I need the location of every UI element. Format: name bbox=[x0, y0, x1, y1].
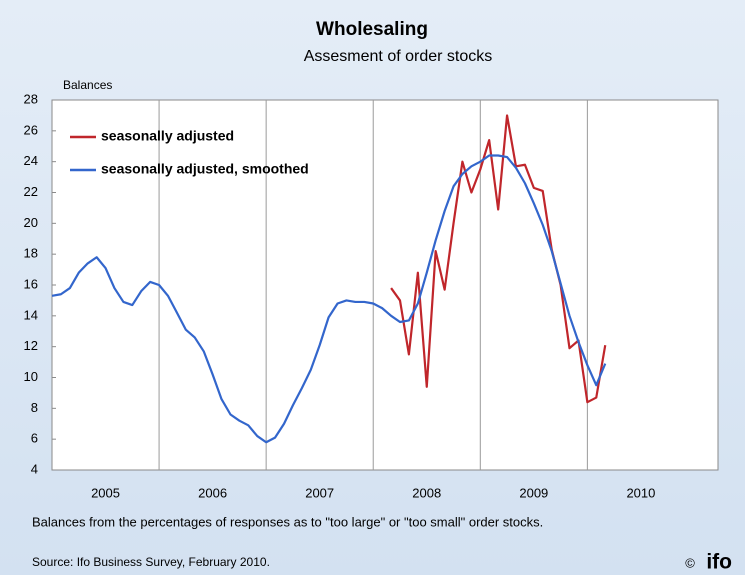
plot-area bbox=[51, 99, 719, 471]
y-axis-label: Balances bbox=[63, 78, 112, 92]
y-tick-label: 8 bbox=[31, 400, 38, 415]
y-tick-label: 28 bbox=[24, 91, 38, 106]
y-tick-label: 12 bbox=[24, 338, 38, 353]
x-tick-label: 2007 bbox=[305, 485, 334, 500]
source: Source: Ifo Business Survey, February 20… bbox=[32, 555, 270, 569]
series-line bbox=[51, 154, 607, 444]
y-tick-label: 26 bbox=[24, 122, 38, 137]
y-tick-label: 16 bbox=[24, 276, 38, 291]
y-tick-label: 18 bbox=[24, 246, 38, 261]
y-tick-label: 6 bbox=[31, 431, 38, 446]
legend-label: seasonally adjusted bbox=[101, 128, 234, 144]
chart-subtitle: Assesment of order stocks bbox=[304, 48, 493, 65]
y-tick-label: 10 bbox=[24, 369, 38, 384]
x-tick-label: 2005 bbox=[91, 485, 120, 500]
footnote: Balances from the percentages of respons… bbox=[32, 514, 543, 529]
x-tick-label: 2009 bbox=[519, 485, 548, 500]
x-tick-label: 2008 bbox=[412, 485, 441, 500]
y-tick-label: 24 bbox=[24, 153, 38, 168]
y-tick-label: 4 bbox=[31, 461, 38, 476]
legend-label: seasonally adjusted, smoothed bbox=[101, 161, 309, 177]
chart-title: Wholesaling bbox=[316, 19, 428, 40]
series-line bbox=[390, 114, 607, 404]
x-tick-label: 2006 bbox=[198, 485, 227, 500]
logo: ifo bbox=[706, 551, 732, 574]
y-tick-label: 20 bbox=[24, 215, 38, 230]
copyright: © bbox=[685, 555, 695, 570]
y-tick-label: 22 bbox=[24, 184, 38, 199]
y-tick-label: 14 bbox=[24, 307, 38, 322]
x-tick-label: 2010 bbox=[626, 485, 655, 500]
